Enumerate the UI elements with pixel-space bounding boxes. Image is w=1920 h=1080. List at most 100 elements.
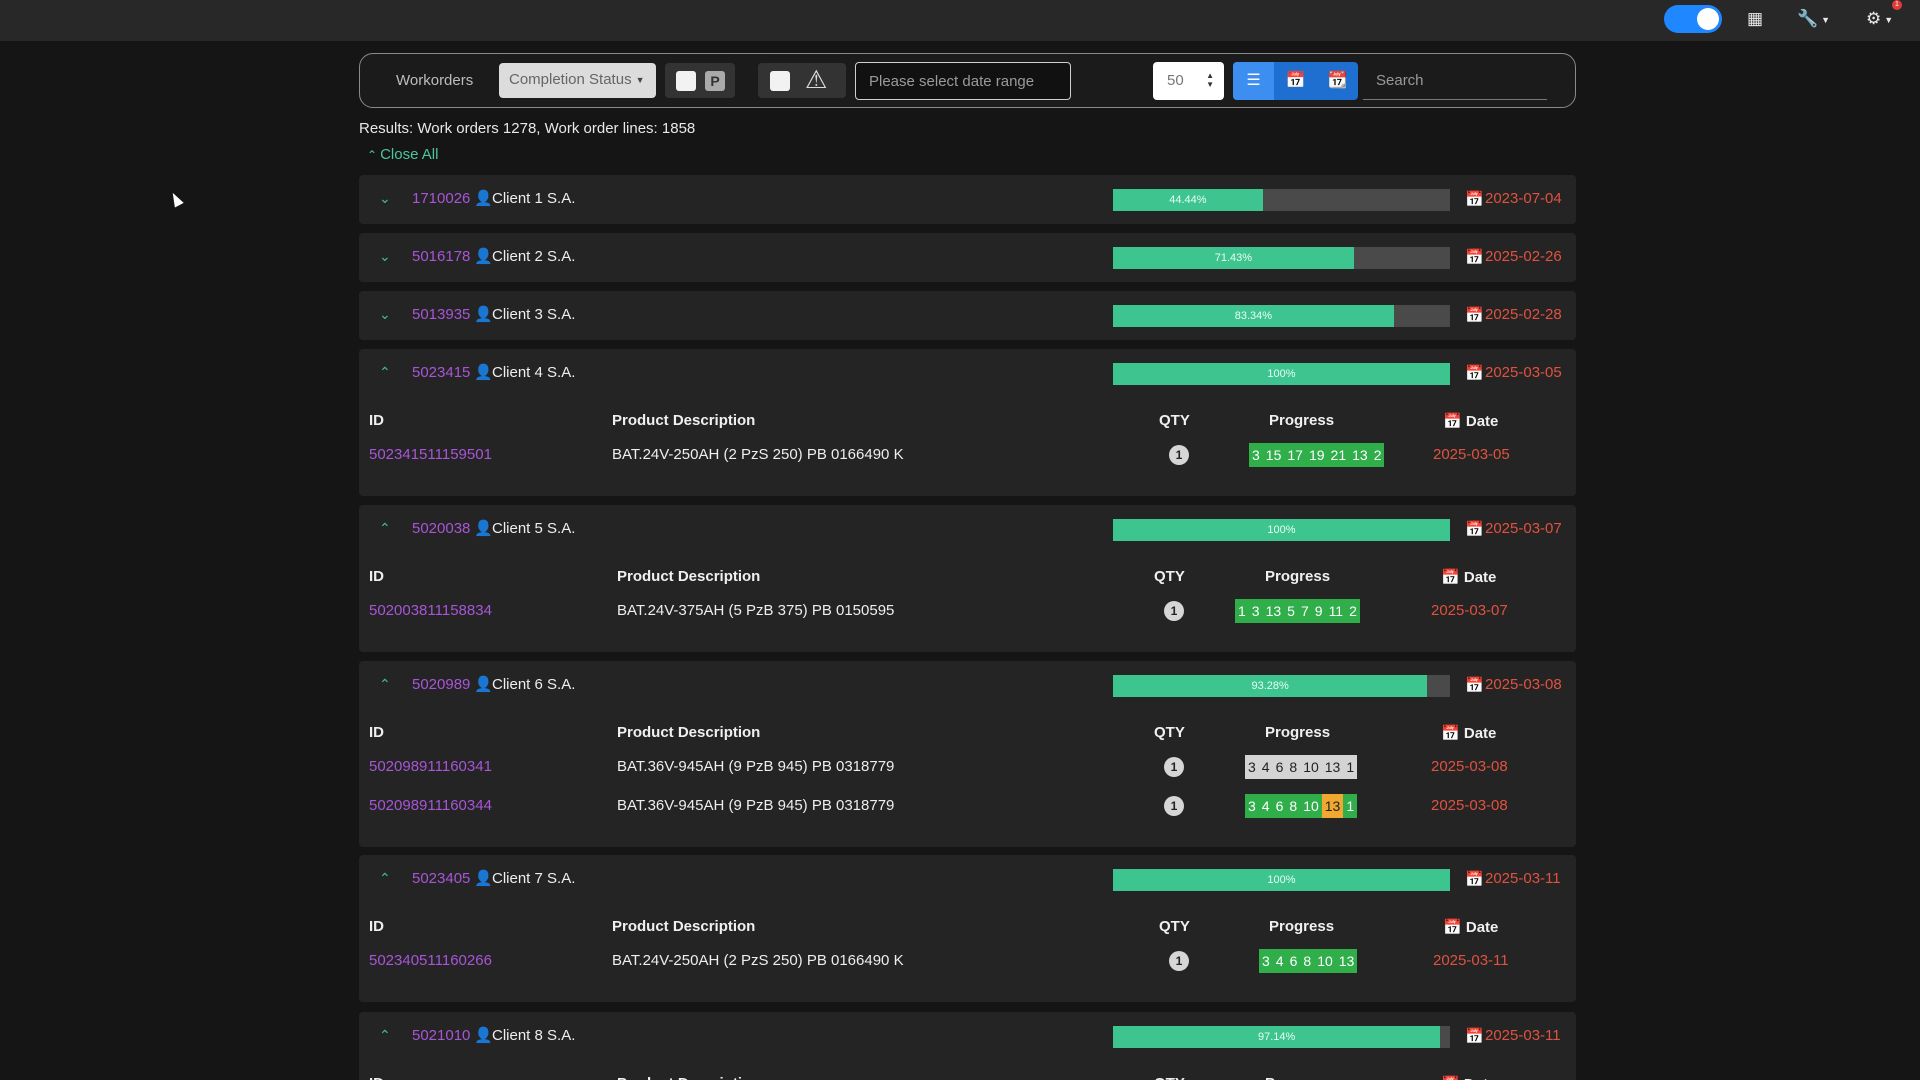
progress-step[interactable]: 6 — [1272, 794, 1287, 818]
page-size-select[interactable]: 50 ▲ ▼ — [1153, 62, 1224, 100]
progress-step[interactable]: 13 — [1262, 599, 1285, 623]
line-id-link[interactable]: 502098911160344 — [369, 797, 492, 814]
chevron-down-icon: ▼ — [1884, 14, 1894, 25]
progress-step[interactable]: 13 — [1349, 443, 1371, 467]
work-order-id-link[interactable]: 5021010 — [412, 1027, 471, 1044]
progress-step[interactable]: 13 — [1335, 949, 1358, 973]
column-header-description: Product Description — [612, 412, 756, 429]
chevron-up-icon[interactable]: ⌃ — [379, 364, 391, 380]
progress-step[interactable]: 2 — [1346, 599, 1360, 623]
line-id-link[interactable]: 502340511160266 — [369, 952, 492, 969]
progress-step[interactable]: 1 — [1343, 755, 1358, 779]
work-order-header[interactable]: ⌃ 5023405 👤 Client 7 S.A. 100% 📅 2025-03-11 — [359, 855, 1576, 904]
work-order-id-link[interactable]: 5023415 — [412, 364, 471, 381]
chevron-down-icon[interactable]: ⌄ — [379, 306, 391, 322]
work-order-id-link[interactable]: 5013935 — [412, 306, 471, 323]
filter-checkbox[interactable] — [676, 71, 696, 91]
user-icon: 👤 — [474, 1027, 493, 1044]
progress-step[interactable]: 13 — [1321, 794, 1344, 818]
progress-steps[interactable]: 1 3 13 5 7 9 11 2 — [1235, 599, 1360, 623]
work-order-header[interactable]: ⌃ 5020989 👤 Client 6 S.A. 93.28% 📅 2025-03-08 — [359, 661, 1576, 710]
theme-toggle[interactable] — [1664, 5, 1722, 33]
line-id-link[interactable]: 502003811158834 — [369, 602, 492, 619]
work-order-card: ⌄ 5016178 👤 Client 2 S.A. 71.43% 📅 2025-02-26 — [359, 233, 1576, 282]
progress-step[interactable]: 9 — [1311, 599, 1326, 623]
chevron-up-icon[interactable]: ⌃ — [379, 1027, 391, 1043]
list-view-icon[interactable]: ☰ — [1233, 62, 1274, 100]
chevron-up-icon: ⌃ — [367, 148, 378, 162]
chevron-up-icon[interactable]: ⌃ — [379, 870, 391, 886]
progress-step[interactable]: 21 — [1327, 443, 1350, 467]
column-header-date: 📅 Date — [1443, 412, 1498, 430]
work-order-id-link[interactable]: 5016178 — [412, 248, 471, 265]
progress-step[interactable]: 2 — [1370, 443, 1385, 467]
qty-badge: 1 — [1169, 445, 1189, 465]
work-order-header[interactable]: ⌄ 5013935 👤 Client 3 S.A. 83.34% 📅 2025-02-28 — [359, 291, 1576, 340]
progress-steps[interactable]: 3 4 6 8 10 13 1 — [1245, 755, 1358, 779]
p-toggle[interactable]: P — [705, 71, 725, 91]
work-order-id-link[interactable]: 5023405 — [412, 870, 471, 887]
work-order-header[interactable]: ⌄ 1710026 👤 Client 1 S.A. 44.44% 📅 2023-07-04 — [359, 175, 1576, 224]
progress-step[interactable]: 11 — [1325, 599, 1347, 623]
progress-step[interactable]: 3 — [1245, 794, 1259, 818]
progress-step[interactable]: 10 — [1300, 755, 1322, 779]
progress-step[interactable]: 10 — [1300, 794, 1322, 818]
gears-icon[interactable]: ⚙ ▼ — [1866, 9, 1894, 28]
column-header-date-label: Date — [1463, 569, 1497, 586]
progress-step[interactable]: 15 — [1262, 443, 1285, 467]
progress-steps[interactable]: 3 4 6 8 10 13 — [1259, 949, 1358, 973]
progress-step[interactable]: 3 — [1249, 443, 1263, 467]
user-icon: 👤 — [474, 248, 493, 265]
column-header-qty: QTY — [1154, 568, 1185, 585]
progress-steps[interactable]: 3 4 6 8 10 13 1 — [1245, 794, 1358, 818]
work-order-header[interactable]: ⌃ 5023415 👤 Client 4 S.A. 100% 📅 2025-03-05 — [359, 349, 1576, 398]
chevron-down-icon[interactable]: ⌄ — [379, 248, 391, 264]
progress-step[interactable]: 19 — [1305, 443, 1328, 467]
line-id-link[interactable]: 502098911160341 — [369, 758, 492, 775]
progress-step[interactable]: 6 — [1272, 755, 1287, 779]
chevron-down-icon[interactable]: ⌄ — [379, 190, 391, 206]
progress-step[interactable]: 4 — [1258, 794, 1273, 818]
progress-step[interactable]: 8 — [1300, 949, 1315, 973]
progress-step[interactable]: 3 — [1259, 949, 1273, 973]
work-order-id-link[interactable]: 5020038 — [412, 520, 471, 537]
column-header-id: ID — [369, 724, 384, 741]
completion-status-dropdown[interactable]: Completion Status ▼ — [499, 63, 656, 98]
wrench-icon[interactable]: 🔧 ▼ — [1797, 9, 1831, 28]
progress-step[interactable]: 3 — [1245, 755, 1259, 779]
grid-icon[interactable]: ▦ — [1747, 9, 1764, 28]
warning-icon[interactable]: ⚠ — [805, 66, 828, 94]
search-input[interactable] — [1363, 62, 1547, 100]
progress-step[interactable]: 17 — [1284, 443, 1306, 467]
toggle-knob — [1697, 8, 1719, 30]
progress-step[interactable]: 4 — [1272, 949, 1287, 973]
progress-step[interactable]: 4 — [1258, 755, 1273, 779]
progress-bar: 100% — [1113, 363, 1450, 385]
progress-step[interactable]: 10 — [1314, 949, 1336, 973]
product-description: BAT.24V-250AH (2 PzS 250) PB 0166490 K — [612, 952, 904, 969]
progress-step[interactable]: 3 — [1248, 599, 1263, 623]
progress-step[interactable]: 5 — [1284, 599, 1298, 623]
progress-step[interactable]: 1 — [1235, 599, 1249, 623]
work-order-header[interactable]: ⌄ 5016178 👤 Client 2 S.A. 71.43% 📅 2025-02-26 — [359, 233, 1576, 282]
date-range-input[interactable]: Please select date range — [855, 62, 1071, 100]
line-id-link[interactable]: 502341511159501 — [369, 446, 492, 463]
progress-step[interactable]: 8 — [1286, 794, 1301, 818]
progress-step[interactable]: 13 — [1321, 755, 1344, 779]
progress-step[interactable]: 7 — [1297, 599, 1312, 623]
work-order-header[interactable]: ⌃ 5020038 👤 Client 5 S.A. 100% 📅 2025-03-07 — [359, 505, 1576, 554]
chevron-up-icon[interactable]: ⌃ — [379, 676, 391, 692]
progress-step[interactable]: 1 — [1343, 794, 1358, 818]
chevron-up-icon[interactable]: ⌃ — [379, 520, 391, 536]
progress-step[interactable]: 6 — [1286, 949, 1301, 973]
filter-checkbox[interactable] — [770, 71, 790, 91]
calendar-view-icon[interactable]: 📅 — [1285, 72, 1306, 89]
calendar-month-view-icon[interactable]: 📆 — [1327, 72, 1348, 89]
work-order-header[interactable]: ⌃ 5021010 👤 Client 8 S.A. 97.14% 📅 2025-03-11 — [359, 1012, 1576, 1061]
close-all-link[interactable]: ⌃ Close All — [367, 146, 438, 163]
work-order-id-link[interactable]: 1710026 — [412, 190, 471, 207]
work-order-id-link[interactable]: 5020989 — [412, 676, 471, 693]
client-name: Client 7 S.A. — [492, 870, 576, 887]
progress-step[interactable]: 8 — [1286, 755, 1301, 779]
progress-steps[interactable]: 3 15 17 19 21 13 2 — [1249, 443, 1385, 467]
